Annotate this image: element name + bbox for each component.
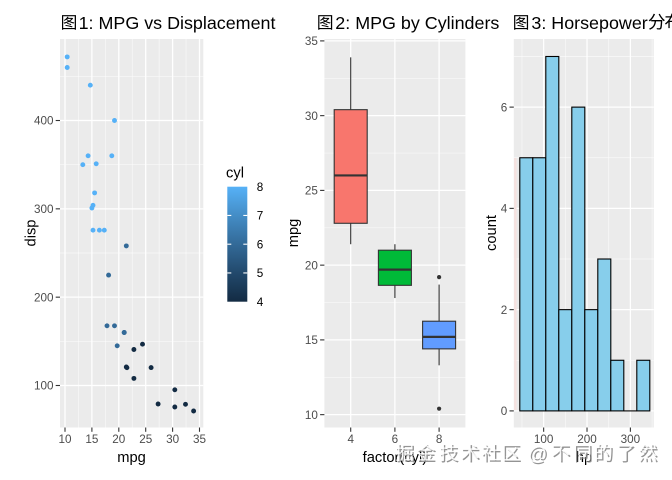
svg-text:200: 200	[34, 291, 54, 304]
svg-text:15: 15	[85, 433, 99, 446]
svg-text:1: MPG vs Displacement: 1: MPG vs Displacement	[79, 13, 276, 33]
svg-text:@: @	[529, 446, 548, 467]
svg-text:2: 2	[501, 304, 508, 317]
svg-text:100: 100	[534, 433, 554, 446]
svg-text:mpg: mpg	[117, 450, 146, 466]
svg-text:0: 0	[501, 405, 508, 418]
svg-text:10: 10	[305, 409, 319, 422]
svg-text:2: MPG by Cylinders: 2: MPG by Cylinders	[335, 13, 499, 33]
svg-text:20: 20	[305, 259, 319, 272]
svg-text:10: 10	[58, 433, 72, 446]
svg-text:100: 100	[34, 380, 54, 393]
svg-text:disp: disp	[24, 220, 40, 247]
svg-text:6: 6	[392, 433, 399, 446]
svg-text:20: 20	[112, 433, 126, 446]
svg-text:400: 400	[34, 115, 54, 128]
svg-text:300: 300	[621, 433, 641, 446]
svg-text:300: 300	[34, 203, 54, 216]
svg-text:mpg: mpg	[286, 219, 302, 248]
svg-text:30: 30	[305, 110, 319, 123]
svg-text:4: 4	[347, 433, 354, 446]
svg-text:30: 30	[166, 433, 180, 446]
svg-text:35: 35	[193, 433, 207, 446]
svg-text:35: 35	[305, 35, 319, 48]
svg-text:3: Horsepower: 3: Horsepower	[531, 13, 647, 33]
svg-text:count: count	[484, 215, 500, 251]
svg-text:6: 6	[501, 101, 508, 114]
svg-text:7: 7	[257, 210, 264, 223]
svg-text:8: 8	[436, 433, 443, 446]
svg-text:8: 8	[257, 181, 264, 194]
svg-text:@: @	[528, 444, 547, 465]
svg-text:factor(cyl): factor(cyl)	[363, 450, 427, 466]
svg-text:25: 25	[305, 185, 319, 198]
svg-text:200: 200	[577, 433, 597, 446]
svg-text:cyl: cyl	[226, 166, 244, 182]
svg-text:4: 4	[257, 296, 264, 309]
svg-text:5: 5	[257, 267, 264, 280]
svg-text:6: 6	[257, 238, 264, 251]
svg-text:15: 15	[305, 334, 319, 347]
svg-text:4: 4	[501, 203, 508, 216]
svg-text:25: 25	[139, 433, 153, 446]
